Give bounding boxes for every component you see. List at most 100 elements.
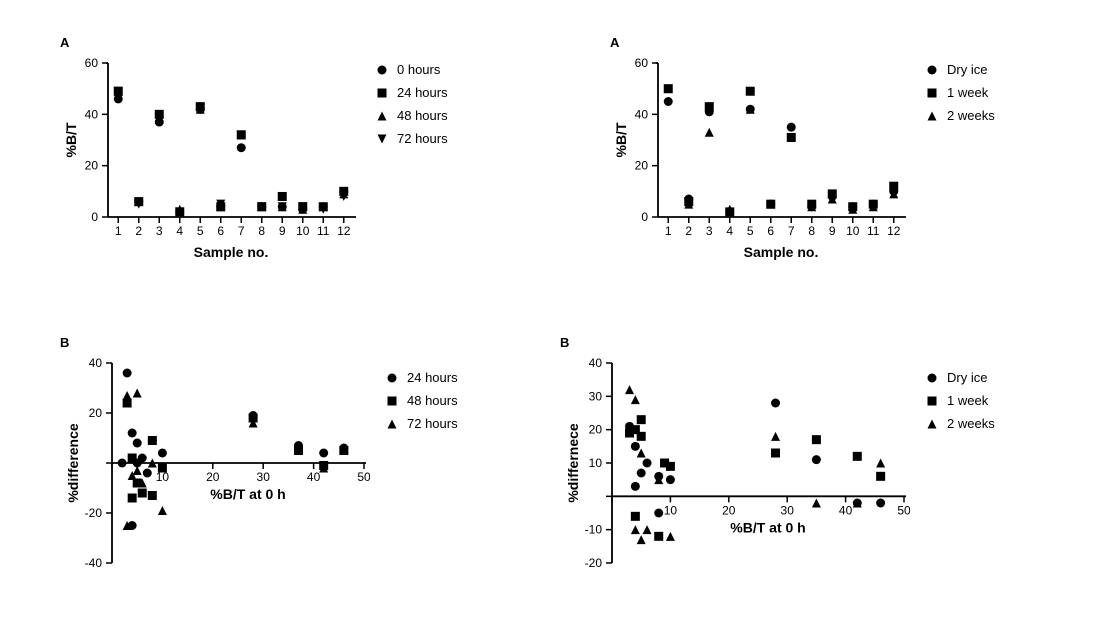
svg-text:60: 60 — [85, 56, 99, 70]
legend-item: 24 hours — [385, 370, 458, 385]
legend-label: 2 weeks — [947, 416, 995, 431]
svg-text:6: 6 — [217, 224, 224, 238]
panel-label-bottom-right: B — [560, 335, 569, 350]
plot-svg: -40-2020401020304050%B/T at 0 h%differen… — [60, 355, 370, 575]
legend-label: Dry ice — [947, 370, 987, 385]
svg-text:8: 8 — [258, 224, 265, 238]
svg-text:%differnece: %differnece — [565, 423, 581, 503]
svg-text:1: 1 — [115, 224, 122, 238]
svg-text:10: 10 — [664, 503, 678, 517]
svg-text:2: 2 — [685, 224, 692, 238]
legend-bottom-left: 24 hours 48 hours 72 hours — [385, 370, 458, 439]
svg-text:0: 0 — [91, 210, 98, 224]
plot-svg: -20 -10 10 20 30 40 10 20 30 40 50 %B/T at 0 h %diff… — [560, 355, 910, 575]
svg-text:50: 50 — [357, 470, 370, 484]
legend-item: 24 hours — [375, 85, 448, 100]
plot-top-left: 0204060123456789101112Sample no.%B/T — [60, 55, 360, 265]
legend-item: Dry ice — [925, 370, 995, 385]
svg-text:60: 60 — [635, 56, 649, 70]
svg-text:-10: -10 — [585, 523, 603, 537]
svg-text:Sample no.: Sample no. — [744, 244, 819, 260]
legend-item: Dry ice — [925, 62, 995, 77]
svg-text:20: 20 — [635, 159, 649, 173]
svg-text:%B/T at 0 h: %B/T at 0 h — [210, 486, 285, 502]
plot-svg: 0204060123456789101112Sample no.%B/T — [610, 55, 910, 265]
legend-top-left: 0 hours 24 hours 48 hours 72 hours — [375, 62, 448, 154]
svg-text:40: 40 — [635, 107, 649, 121]
svg-text:12: 12 — [337, 224, 351, 238]
svg-text:30: 30 — [589, 389, 603, 403]
legend-bottom-right: Dry ice 1 week 2 weeks — [925, 370, 995, 439]
svg-text:-20: -20 — [585, 556, 603, 570]
svg-text:5: 5 — [197, 224, 204, 238]
svg-text:50: 50 — [897, 503, 910, 517]
svg-text:10: 10 — [589, 456, 603, 470]
panel-label-top-right: A — [610, 35, 619, 50]
legend-label: Dry ice — [947, 62, 987, 77]
svg-text:10: 10 — [296, 224, 310, 238]
legend-label: 72 hours — [407, 416, 458, 431]
legend-item: 48 hours — [385, 393, 458, 408]
svg-text:1: 1 — [665, 224, 672, 238]
plot-top-right: 0204060123456789101112Sample no.%B/T — [610, 55, 910, 265]
plot-bottom-left: -40-2020401020304050%B/T at 0 h%differen… — [60, 355, 370, 575]
legend-label: 48 hours — [397, 108, 448, 123]
svg-text:3: 3 — [706, 224, 713, 238]
svg-text:4: 4 — [176, 224, 183, 238]
svg-text:20: 20 — [89, 406, 103, 420]
svg-text:40: 40 — [307, 470, 321, 484]
svg-text:7: 7 — [238, 224, 245, 238]
svg-text:20: 20 — [589, 423, 603, 437]
legend-top-right: Dry ice 1 week 2 weeks — [925, 62, 995, 131]
legend-item: 48 hours — [375, 108, 448, 123]
svg-text:3: 3 — [156, 224, 163, 238]
svg-text:20: 20 — [722, 503, 736, 517]
svg-text:20: 20 — [85, 159, 99, 173]
figure-root: A 0204060123456789101112Sample no.%B/T 0… — [0, 0, 1107, 630]
svg-text:6: 6 — [767, 224, 774, 238]
legend-item: 72 hours — [375, 131, 448, 146]
legend-label: 0 hours — [397, 62, 440, 77]
legend-label: 24 hours — [407, 370, 458, 385]
legend-label: 2 weeks — [947, 108, 995, 123]
legend-label: 24 hours — [397, 85, 448, 100]
svg-text:7: 7 — [788, 224, 795, 238]
legend-item: 1 week — [925, 85, 995, 100]
legend-item: 2 weeks — [925, 416, 995, 431]
legend-label: 48 hours — [407, 393, 458, 408]
svg-text:-20: -20 — [85, 506, 103, 520]
svg-text:9: 9 — [279, 224, 286, 238]
svg-text:20: 20 — [206, 470, 220, 484]
svg-text:11: 11 — [317, 224, 330, 238]
panel-label-top-left: A — [60, 35, 69, 50]
svg-text:40: 40 — [839, 503, 853, 517]
svg-text:Sample no.: Sample no. — [194, 244, 269, 260]
svg-text:-40: -40 — [85, 556, 103, 570]
svg-text:30: 30 — [781, 503, 795, 517]
legend-label: 1 week — [947, 85, 988, 100]
svg-text:40: 40 — [589, 356, 603, 370]
svg-text:10: 10 — [846, 224, 860, 238]
legend-label: 72 hours — [397, 131, 448, 146]
svg-text:0: 0 — [641, 210, 648, 224]
svg-text:11: 11 — [867, 224, 880, 238]
panel-label-bottom-left: B — [60, 335, 69, 350]
legend-item: 1 week — [925, 393, 995, 408]
svg-text:%B/T: %B/T — [613, 122, 629, 157]
legend-item: 0 hours — [375, 62, 448, 77]
svg-text:4: 4 — [726, 224, 733, 238]
plot-svg: 0204060123456789101112Sample no.%B/T — [60, 55, 360, 265]
legend-item: 2 weeks — [925, 108, 995, 123]
plot-bottom-right: -20 -10 10 20 30 40 10 20 30 40 50 %B/T at 0 h %diff… — [560, 355, 910, 575]
legend-item: 72 hours — [385, 416, 458, 431]
svg-text:%B/T at 0 h: %B/T at 0 h — [730, 519, 805, 535]
svg-text:40: 40 — [85, 107, 99, 121]
svg-text:9: 9 — [829, 224, 836, 238]
svg-text:2: 2 — [135, 224, 142, 238]
svg-text:30: 30 — [257, 470, 271, 484]
svg-text:40: 40 — [89, 356, 103, 370]
svg-text:%B/T: %B/T — [63, 122, 79, 157]
svg-text:%difference: %difference — [65, 423, 81, 503]
legend-label: 1 week — [947, 393, 988, 408]
svg-text:8: 8 — [808, 224, 815, 238]
